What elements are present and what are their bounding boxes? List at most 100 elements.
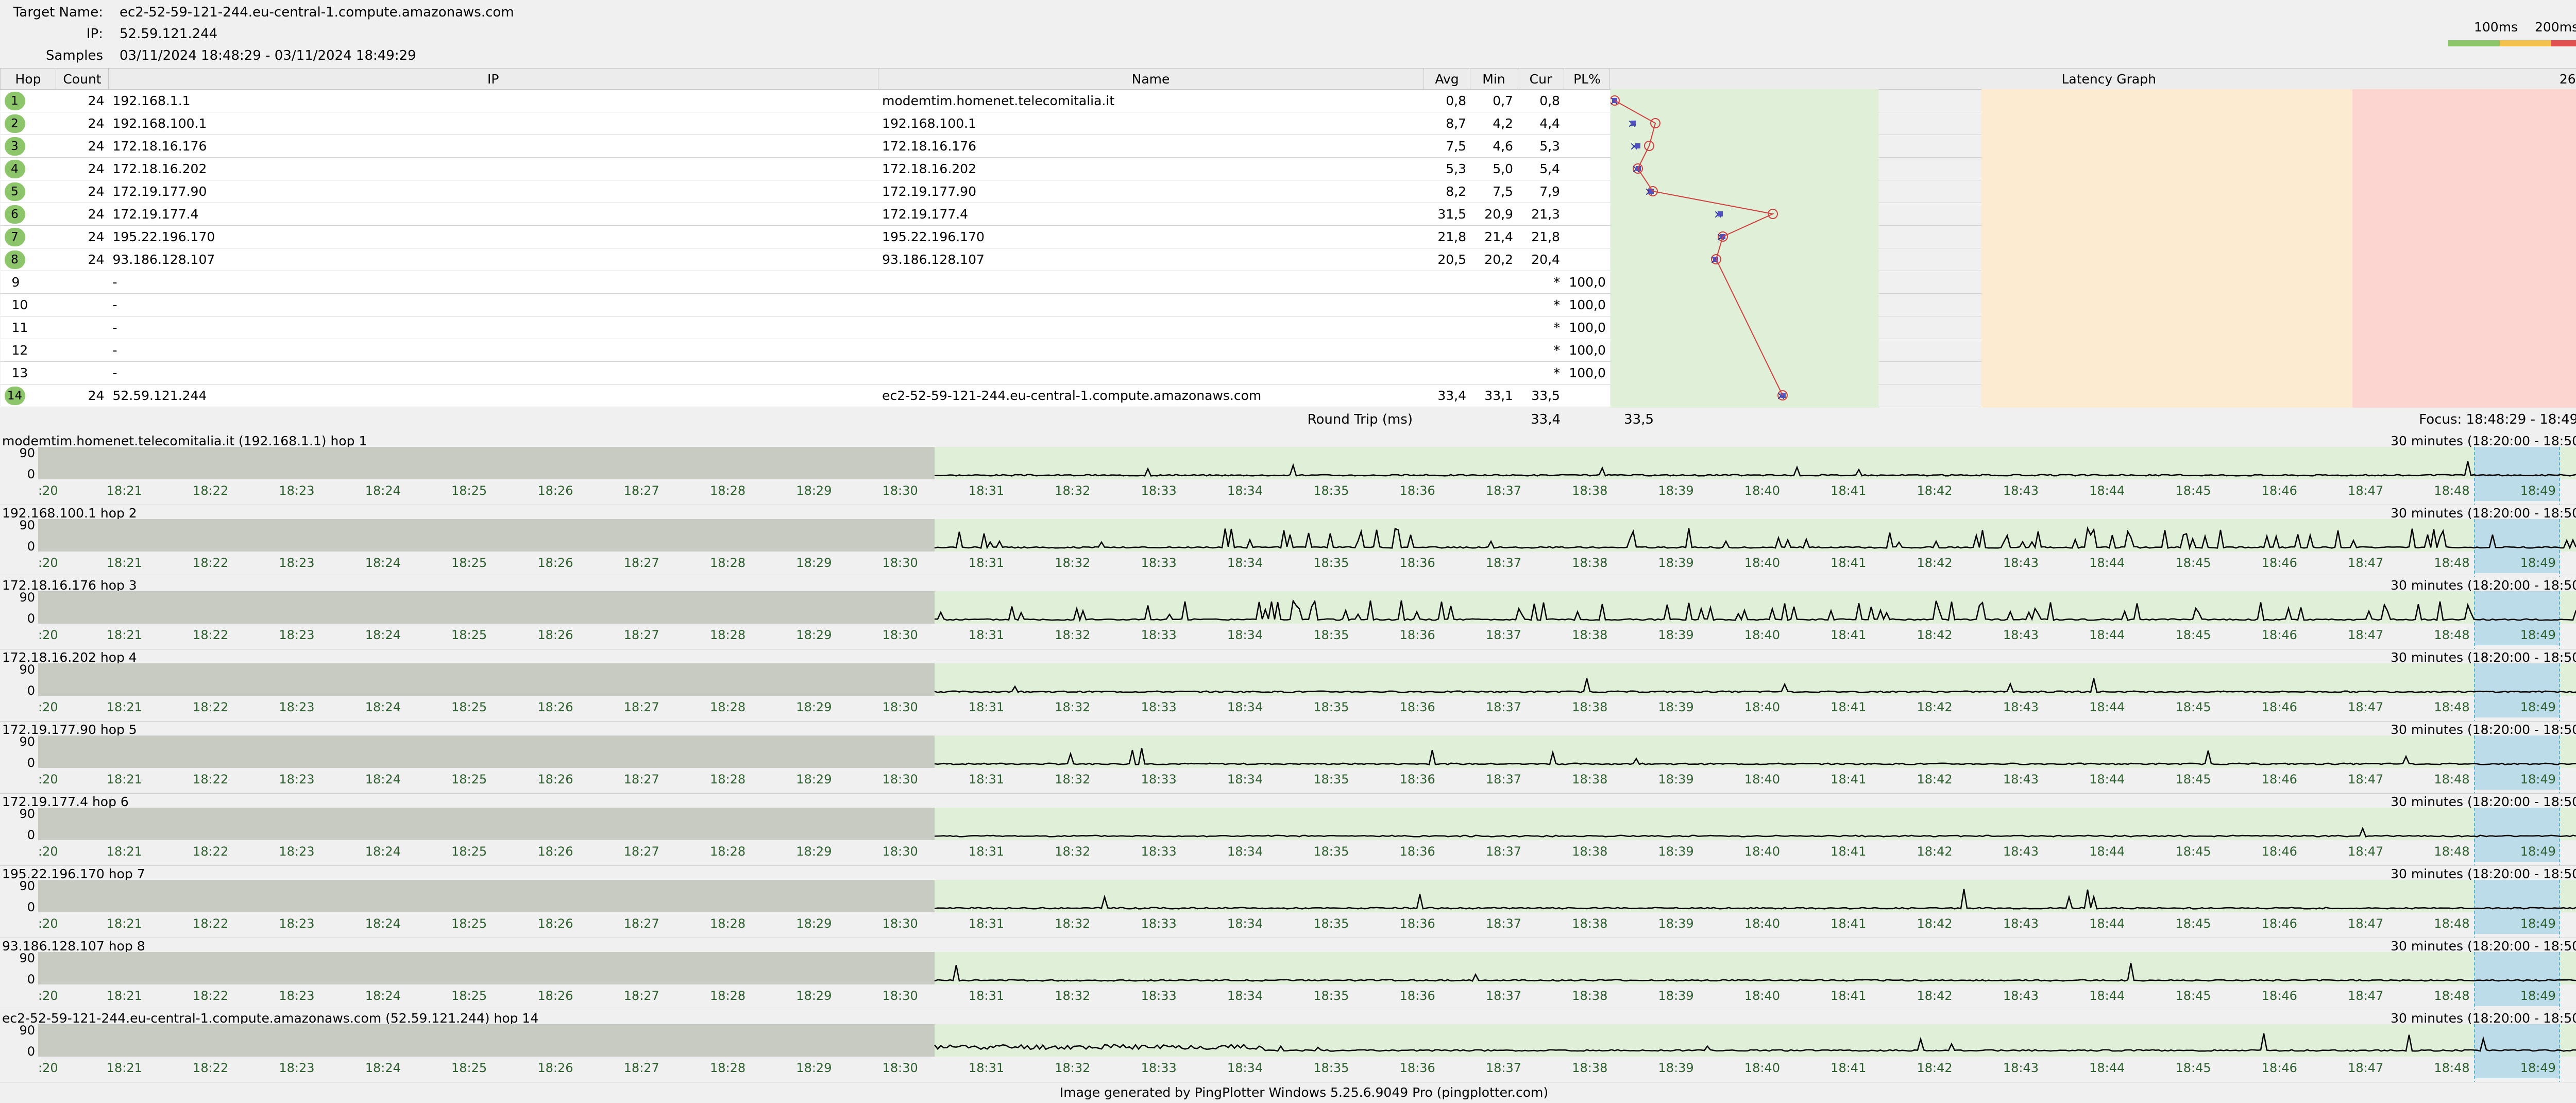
cur-marker (1631, 121, 1636, 126)
col-latency-graph[interactable]: Latency Graph 268ms (1609, 68, 2576, 90)
time-tick-label: 18:47 (2348, 1061, 2383, 1075)
name-cell (878, 316, 1423, 339)
time-tick-label: 18:39 (1658, 628, 1694, 642)
timeline-graph-title: 172.19.177.4 hop 6 (2, 794, 129, 809)
timeline-graph[interactable]: 172.19.177.4 hop 6 30 minutes (18:20:00 -… (0, 793, 2576, 866)
timeline-plot: 90030:2018:2118:2218:2318:2418:2518:2618… (19, 807, 2576, 865)
cur-cell: 4,4 (1517, 112, 1564, 135)
time-tick-label: 18:22 (193, 483, 228, 498)
avg-cell: 33,4 (1423, 384, 1470, 407)
min-cell: 21,4 (1470, 225, 1517, 248)
col-count[interactable]: Count (55, 68, 109, 90)
timeline-graph[interactable]: 192.168.100.1 hop 2 30 minutes (18:20:00 … (0, 505, 2576, 577)
cur-cell: 20,4 (1517, 248, 1564, 271)
legend-label-100ms: 100ms (2474, 20, 2518, 35)
time-tick-label: 18:31 (969, 1061, 1004, 1075)
timeline-graph[interactable]: 195.22.196.170 hop 7 30 minutes (18:20:00… (0, 865, 2576, 938)
timeline-range: 30 minutes (18:20:00 - 18:50:00) (2391, 578, 2576, 593)
timeline-graph[interactable]: modemtim.homenet.telecomitalia.it (192.1… (0, 432, 2576, 505)
avg-cell (1423, 339, 1470, 362)
time-tick-label: 18:38 (1572, 556, 1607, 570)
y-axis-bottom-label: 0 (27, 972, 35, 987)
time-tick-label: 18:33 (1141, 1061, 1177, 1075)
time-tick-label: 18:33 (1141, 772, 1177, 787)
time-tick-label: 18:39 (1658, 483, 1694, 498)
hop-badge: 4 (4, 159, 25, 178)
timeline-graph[interactable]: 172.19.177.90 hop 5 30 minutes (18:20:00 … (0, 721, 2576, 794)
time-tick-label: :20 (38, 772, 58, 787)
latency-trace (934, 599, 2576, 623)
time-tick-label: 18:33 (1141, 628, 1177, 642)
time-tick-label: 18:28 (710, 1061, 745, 1075)
time-tick-label: 18:46 (2262, 700, 2297, 714)
hop-badge: 8 (4, 250, 25, 269)
time-tick-label: 18:24 (365, 916, 401, 931)
time-tick-label: 18:41 (1831, 628, 1866, 642)
time-tick-label: 18:24 (365, 772, 401, 787)
time-tick-label: 18:47 (2348, 556, 2383, 570)
time-tick-label: 18:36 (1400, 483, 1435, 498)
time-tick-label: 18:41 (1831, 1061, 1866, 1075)
time-tick-label: 18:21 (107, 628, 142, 642)
time-tick-label: 18:31 (969, 483, 1004, 498)
timeline-graph[interactable]: ec2-52-59-121-244.eu-central-1.compute.a… (0, 1010, 2576, 1082)
hop-row[interactable]: 1 24 192.168.1.1 modemtim.homenet.telecomit… (0, 89, 2576, 112)
hop-badge: 1 (4, 91, 25, 110)
hop-badge: 3 (4, 137, 25, 156)
ip-cell: 195.22.196.170 (108, 225, 878, 248)
time-tick-label: :20 (38, 844, 58, 859)
pl-cell (1564, 89, 1610, 112)
time-tick-label: 18:37 (1486, 916, 1521, 931)
count-cell (56, 316, 109, 339)
time-tick-label: 18:29 (796, 700, 832, 714)
time-tick-label: 18:29 (796, 628, 832, 642)
time-tick-label: 18:49 (2520, 772, 2556, 787)
data-area (935, 880, 2576, 912)
time-tick-label: 18:42 (1917, 700, 1952, 714)
ip-cell: - (108, 293, 878, 316)
time-tick-label: 18:38 (1572, 772, 1607, 787)
name-cell: 195.22.196.170 (878, 225, 1423, 248)
y-axis-top-label: 90 (19, 807, 35, 821)
cur-cell: 0,8 (1517, 89, 1564, 112)
data-area (935, 591, 2576, 624)
time-tick-label: 18:23 (279, 483, 314, 498)
time-tick-label: 18:46 (2262, 1061, 2297, 1075)
time-tick-label: 18:24 (365, 628, 401, 642)
cur-marker (1635, 143, 1640, 148)
col-name[interactable]: Name (877, 68, 1424, 90)
time-tick-label: 18:22 (193, 989, 228, 1003)
count-cell: 24 (56, 248, 109, 271)
time-tick-label: 18:39 (1658, 916, 1694, 931)
timeline-graph[interactable]: 172.18.16.202 hop 4 30 minutes (18:20:00 … (0, 649, 2576, 722)
time-tick-label: 18:47 (2348, 772, 2383, 787)
time-tick-label: 18:31 (969, 700, 1004, 714)
y-axis-top-label: 90 (19, 518, 35, 532)
time-tick-label: 18:26 (537, 844, 573, 859)
time-tick-label: 18:23 (279, 556, 314, 570)
col-hop[interactable]: Hop (0, 68, 56, 90)
pl-cell (1564, 384, 1610, 407)
time-tick-label: 18:36 (1400, 772, 1435, 787)
time-tick-label: 18:24 (365, 483, 401, 498)
timeline-plot: 90030:2018:2118:2218:2318:2418:2518:2618… (19, 662, 2576, 721)
time-tick-label: 18:42 (1917, 483, 1952, 498)
col-avg[interactable]: Avg (1423, 68, 1471, 90)
avg-marker (1718, 231, 1728, 242)
timeline-graph[interactable]: 93.186.128.107 hop 8 30 minutes (18:20:00… (0, 938, 2576, 1010)
timeline-graph[interactable]: 172.18.16.176 hop 3 30 minutes (18:20:00 … (0, 577, 2576, 649)
col-min[interactable]: Min (1470, 68, 1518, 90)
time-tick-label: 18:45 (2175, 628, 2211, 642)
name-cell: 192.168.100.1 (878, 112, 1423, 135)
col-pl[interactable]: PL% (1564, 68, 1611, 90)
min-cell: 4,6 (1470, 135, 1517, 158)
col-ip[interactable]: IP (108, 68, 878, 90)
time-tick-label: 18:29 (796, 772, 832, 787)
time-tick-label: :20 (38, 700, 58, 714)
focus-band (2475, 447, 2560, 501)
col-cur[interactable]: Cur (1517, 68, 1565, 90)
time-tick-label: 18:24 (365, 700, 401, 714)
time-tick-label: 18:22 (193, 772, 228, 787)
avg-cell: 5,3 (1423, 157, 1470, 180)
hop-row[interactable]: 14 24 52.59.121.244 ec2-52-59-121-244.eu-ce… (0, 384, 2576, 407)
